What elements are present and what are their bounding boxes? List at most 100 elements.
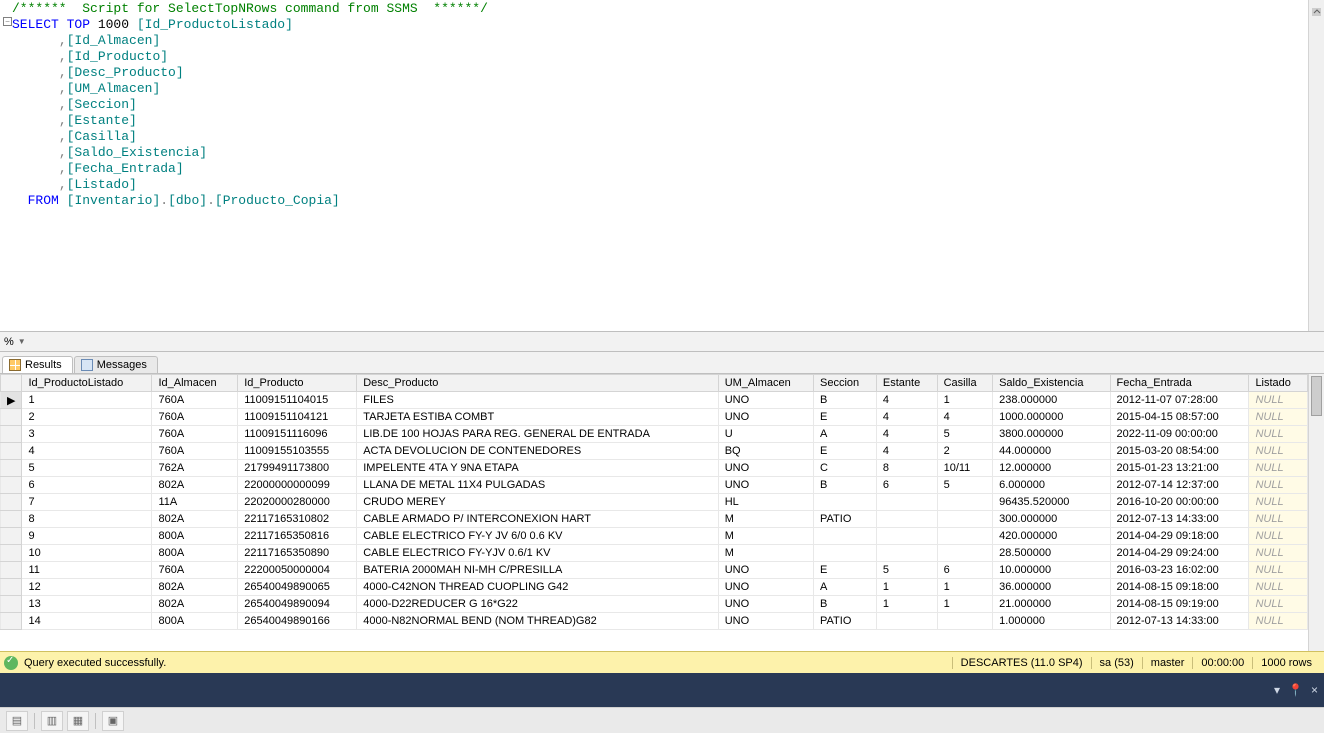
table-cell[interactable]: NULL xyxy=(1249,477,1308,494)
table-cell[interactable]: 26540049890065 xyxy=(238,579,357,596)
sql-editor-content[interactable]: /****** Script for SelectTopNRows comman… xyxy=(0,0,1324,210)
table-cell[interactable]: NULL xyxy=(1249,528,1308,545)
table-cell[interactable]: 1 xyxy=(937,596,993,613)
table-cell[interactable]: 22000000000099 xyxy=(238,477,357,494)
table-cell[interactable]: NULL xyxy=(1249,494,1308,511)
table-cell[interactable]: 2 xyxy=(22,409,152,426)
table-cell[interactable]: 760A xyxy=(152,426,238,443)
table-cell[interactable]: 300.000000 xyxy=(993,511,1110,528)
table-cell[interactable]: NULL xyxy=(1249,562,1308,579)
table-cell[interactable] xyxy=(937,511,993,528)
table-cell[interactable] xyxy=(814,494,877,511)
table-cell[interactable]: 6 xyxy=(22,477,152,494)
table-cell[interactable]: CRUDO MEREY xyxy=(357,494,718,511)
table-cell[interactable]: 2014-08-15 09:18:00 xyxy=(1110,579,1249,596)
column-header[interactable]: Saldo_Existencia xyxy=(993,375,1110,392)
table-cell[interactable]: 6.000000 xyxy=(993,477,1110,494)
table-cell[interactable]: 2015-01-23 13:21:00 xyxy=(1110,460,1249,477)
table-cell[interactable]: A xyxy=(814,579,877,596)
row-selector[interactable]: ▶ xyxy=(1,392,22,409)
table-cell[interactable]: 11009155103555 xyxy=(238,443,357,460)
table-cell[interactable]: NULL xyxy=(1249,409,1308,426)
table-cell[interactable]: NULL xyxy=(1249,511,1308,528)
table-cell[interactable]: 6 xyxy=(937,562,993,579)
table-cell[interactable]: 760A xyxy=(152,409,238,426)
table-cell[interactable]: BATERIA 2000MAH NI-MH C/PRESILLA xyxy=(357,562,718,579)
table-cell[interactable]: 1 xyxy=(22,392,152,409)
table-cell[interactable]: PATIO xyxy=(814,613,877,630)
row-selector[interactable] xyxy=(1,443,22,460)
table-cell[interactable]: 760A xyxy=(152,392,238,409)
row-selector[interactable] xyxy=(1,528,22,545)
table-cell[interactable]: 2015-04-15 08:57:00 xyxy=(1110,409,1249,426)
table-cell[interactable]: 1 xyxy=(876,596,937,613)
table-cell[interactable] xyxy=(876,528,937,545)
table-cell[interactable]: M xyxy=(718,528,813,545)
row-selector[interactable] xyxy=(1,409,22,426)
table-cell[interactable]: PATIO xyxy=(814,511,877,528)
table-cell[interactable]: 1.000000 xyxy=(993,613,1110,630)
table-cell[interactable]: 2012-07-13 14:33:00 xyxy=(1110,511,1249,528)
table-cell[interactable]: NULL xyxy=(1249,545,1308,562)
table-cell[interactable]: NULL xyxy=(1249,613,1308,630)
table-cell[interactable]: 800A xyxy=(152,613,238,630)
table-cell[interactable]: 4 xyxy=(876,426,937,443)
table-cell[interactable]: 21799491173800 xyxy=(238,460,357,477)
table-cell[interactable]: 4 xyxy=(876,409,937,426)
table-cell[interactable]: HL xyxy=(718,494,813,511)
table-cell[interactable]: 13 xyxy=(22,596,152,613)
table-cell[interactable] xyxy=(876,613,937,630)
table-cell[interactable]: 11009151104015 xyxy=(238,392,357,409)
column-header[interactable]: Seccion xyxy=(814,375,877,392)
table-cell[interactable]: 22020000280000 xyxy=(238,494,357,511)
table-cell[interactable]: CABLE ARMADO P/ INTERCONEXION HART xyxy=(357,511,718,528)
table-cell[interactable]: 238.000000 xyxy=(993,392,1110,409)
table-row[interactable]: 6802A22000000000099LLANA DE METAL 11X4 P… xyxy=(1,477,1308,494)
table-row[interactable]: 14800A265400498901664000-N82NORMAL BEND … xyxy=(1,613,1308,630)
table-cell[interactable]: UNO xyxy=(718,562,813,579)
table-cell[interactable]: 760A xyxy=(152,562,238,579)
table-cell[interactable]: 26540049890094 xyxy=(238,596,357,613)
results-grid-scroll[interactable]: Id_ProductoListadoId_AlmacenId_ProductoD… xyxy=(0,374,1324,651)
table-cell[interactable]: 1 xyxy=(876,579,937,596)
table-row[interactable]: 11760A22200050000004BATERIA 2000MAH NI-M… xyxy=(1,562,1308,579)
table-cell[interactable]: 28.500000 xyxy=(993,545,1110,562)
table-cell[interactable]: 4 xyxy=(876,392,937,409)
table-cell[interactable]: BQ xyxy=(718,443,813,460)
table-cell[interactable]: LIB.DE 100 HOJAS PARA REG. GENERAL DE EN… xyxy=(357,426,718,443)
table-cell[interactable]: UNO xyxy=(718,392,813,409)
column-header[interactable]: Fecha_Entrada xyxy=(1110,375,1249,392)
table-cell[interactable] xyxy=(876,511,937,528)
table-cell[interactable]: 2012-11-07 07:28:00 xyxy=(1110,392,1249,409)
table-cell[interactable]: 11009151116096 xyxy=(238,426,357,443)
table-cell[interactable]: 5 xyxy=(876,562,937,579)
table-cell[interactable]: 5 xyxy=(937,426,993,443)
table-cell[interactable]: 44.000000 xyxy=(993,443,1110,460)
table-cell[interactable]: CABLE ELECTRICO FY-YJV 0.6/1 KV xyxy=(357,545,718,562)
column-header[interactable]: Id_ProductoListado xyxy=(22,375,152,392)
row-selector[interactable] xyxy=(1,494,22,511)
table-cell[interactable]: 802A xyxy=(152,596,238,613)
table-cell[interactable] xyxy=(876,545,937,562)
row-selector[interactable] xyxy=(1,562,22,579)
table-cell[interactable]: 2014-04-29 09:24:00 xyxy=(1110,545,1249,562)
table-cell[interactable]: UNO xyxy=(718,409,813,426)
table-cell[interactable]: M xyxy=(718,545,813,562)
table-cell[interactable]: NULL xyxy=(1249,443,1308,460)
toolbar-button-2[interactable]: ▥ xyxy=(41,711,63,731)
table-cell[interactable]: 22117165350816 xyxy=(238,528,357,545)
table-cell[interactable]: 11A xyxy=(152,494,238,511)
table-cell[interactable]: 2012-07-13 14:33:00 xyxy=(1110,613,1249,630)
table-cell[interactable] xyxy=(937,528,993,545)
table-cell[interactable] xyxy=(937,545,993,562)
table-cell[interactable]: 5 xyxy=(22,460,152,477)
table-cell[interactable]: 2016-10-20 00:00:00 xyxy=(1110,494,1249,511)
table-cell[interactable]: A xyxy=(814,426,877,443)
table-cell[interactable]: UNO xyxy=(718,613,813,630)
table-cell[interactable]: NULL xyxy=(1249,579,1308,596)
table-cell[interactable]: 760A xyxy=(152,443,238,460)
row-selector[interactable] xyxy=(1,613,22,630)
table-cell[interactable]: 1 xyxy=(937,579,993,596)
table-cell[interactable] xyxy=(814,545,877,562)
sql-editor-pane[interactable]: − /****** Script for SelectTopNRows comm… xyxy=(0,0,1324,332)
